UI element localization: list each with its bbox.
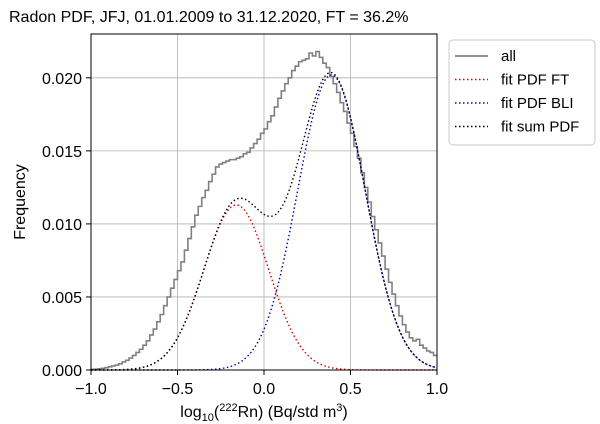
x-tick-label: 0.0 xyxy=(253,381,275,398)
y-axis-label: Frequency xyxy=(12,164,29,240)
legend-label-fit-sum-pdf: fit sum PDF xyxy=(501,119,579,136)
x-axis-label: log10(222Rn) (Bq/std m3) xyxy=(180,402,347,424)
plot-marks xyxy=(90,50,438,371)
x-tick-label: 1.0 xyxy=(426,381,448,398)
chart-title: Radon PDF, JFJ, 01.01.2009 to 31.12.2020… xyxy=(9,9,409,26)
series-fit-sum-pdf-curve xyxy=(91,71,438,371)
y-tick-label: 0.020 xyxy=(42,71,82,88)
legend-box xyxy=(448,39,596,146)
legend-label-fit-pdf-bli: fit PDF BLI xyxy=(501,95,574,112)
y-tick-label: 0.010 xyxy=(42,217,82,234)
legend-label-fit-pdf-ft: fit PDF FT xyxy=(501,72,569,89)
y-tick-label: 0.005 xyxy=(42,290,82,307)
x-tick-label: 0.5 xyxy=(339,381,361,398)
y-tick-label: 0.015 xyxy=(42,144,82,161)
x-tick-label: −0.5 xyxy=(162,381,194,398)
axis-ticks: −1.0 −0.5 0.0 0.5 1.0 0.000 0.005 0.010 0.015 0.0… xyxy=(42,71,448,398)
legend-label-all: all xyxy=(501,48,516,65)
x-tick-label: −1.0 xyxy=(75,381,107,398)
series-all-histogram xyxy=(90,50,437,371)
y-tick-label: 0.000 xyxy=(42,363,82,380)
legend: all fit PDF FT fit PDF BLI fit sum PDF xyxy=(448,39,596,146)
